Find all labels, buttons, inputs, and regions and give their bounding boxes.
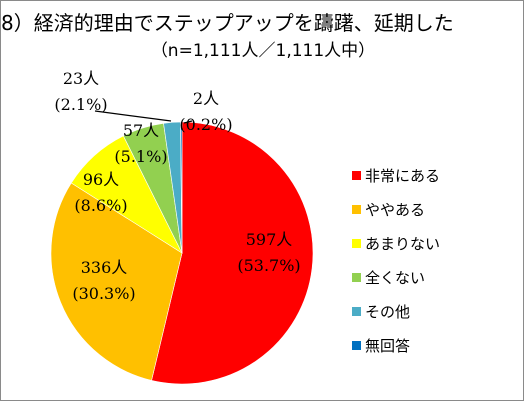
slice-count-label-3: 96人 [83,170,119,189]
legend-label-3: あまりない [365,235,440,253]
slice-percent-label-2: (30.3%) [72,284,135,303]
legend-label-1: 非常にある [365,167,440,185]
legend-label-6: 無回答 [365,337,410,355]
legend-swatch-5 [352,307,361,316]
legend-swatch-1 [352,171,361,180]
chart-subtitle: （n=1,111人／1,111人中） [150,41,376,61]
slice-count-label-6: 2人 [193,89,219,108]
pie-slice-6 [180,121,183,254]
legend-swatch-4 [352,273,361,282]
legend-label-2: ややある [365,201,425,219]
slice-percent-label-1: (53.7%) [237,256,300,275]
legend-swatch-3 [352,239,361,248]
legend-label-5: その他 [365,303,410,321]
slice-count-label-4: 57人 [123,121,159,140]
slice-count-label-5: 23人 [63,69,99,88]
slice-percent-label-4: (5.1%) [114,147,167,166]
slice-count-label-1: 597人 [246,230,293,249]
legend-swatch-2 [352,205,361,214]
leader-line-5 [94,110,172,122]
legend-label-4: 全くない [365,269,425,287]
slice-percent-label-5: (2.1%) [54,95,107,114]
legend-swatch-6 [352,341,361,350]
slice-percent-label-6: (0.2%) [179,115,232,134]
pie-slice-1 [151,121,314,385]
slice-count-label-2: 336人 [81,258,128,277]
slice-percent-label-3: (8.6%) [74,196,127,215]
chart-title: 8）経済的理由でステップアップを躊躇、延期した [1,11,454,35]
leader-line-6 [183,120,193,124]
